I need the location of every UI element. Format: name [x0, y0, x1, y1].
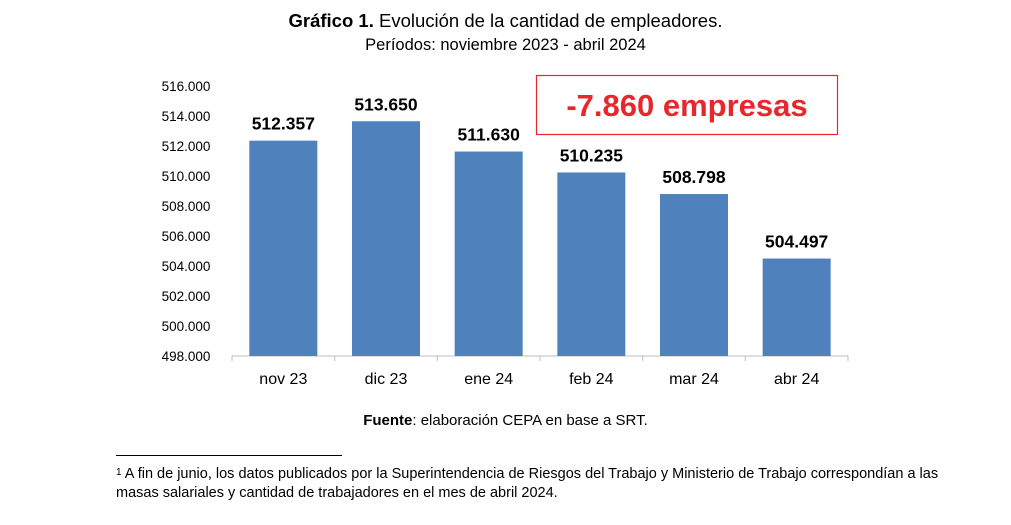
y-tick-label: 500.000 [162, 319, 211, 334]
x-category-label: nov 23 [259, 371, 307, 388]
bar-value-label: 504.497 [765, 232, 828, 252]
x-category-label: feb 24 [569, 371, 614, 388]
footnote-marker: 1 [116, 467, 122, 478]
y-tick-label: 510.000 [162, 169, 211, 184]
source-text: : elaboración CEPA en base a SRT. [412, 412, 648, 429]
x-category-label: dic 23 [365, 371, 408, 388]
bar [352, 121, 420, 356]
bar-value-label: 512.357 [252, 114, 315, 134]
bar [454, 151, 523, 356]
y-tick-label: 504.000 [162, 259, 211, 274]
bar [557, 172, 626, 356]
bar [660, 194, 728, 356]
y-tick-label: 498.000 [162, 349, 211, 364]
bar-value-label: 511.630 [458, 125, 521, 145]
chart-title-text: Evolución de la cantidad de empleadores. [378, 10, 723, 31]
y-tick-label: 512.000 [162, 139, 211, 154]
chart-subtitle: Períodos: noviembre 2023 - abril 2024 [365, 36, 646, 54]
bar-chart: 498.000 500.000 502.000 504.000 506.000 508.0… [162, 74, 849, 388]
y-tick-label: 502.000 [162, 289, 211, 304]
source-label: Fuente [363, 412, 413, 429]
chart-title: Gráfico 1. Evolución de la cantidad de e… [0, 10, 1011, 32]
y-tick-label: 506.000 [162, 229, 211, 244]
chart-title-prefix: Gráfico 1. [288, 10, 374, 31]
source-note: Fuente: elaboración CEPA en base a SRT. [0, 412, 1011, 429]
footnote: 1 A fin de junio, los datos publicados p… [116, 465, 976, 503]
bar-value-label: 510.235 [560, 145, 624, 165]
y-tick-label: 516.000 [162, 79, 211, 94]
annotation-box [535, 74, 839, 136]
bar-value-label: 508.798 [662, 167, 726, 187]
x-category-label: ene 24 [464, 371, 513, 388]
bar-value-label: 513.650 [354, 94, 418, 114]
y-tick-label: 508.000 [162, 199, 211, 214]
bar [249, 140, 318, 356]
x-category-label: abr 24 [774, 371, 819, 388]
annotation-text: -7.860 empresas [566, 88, 807, 123]
footnote-divider [116, 455, 342, 456]
y-tick-label: 514.000 [162, 109, 211, 124]
footnote-text: A fin de junio, los datos publicados por… [116, 466, 939, 501]
bar [762, 258, 831, 356]
x-category-label: mar 24 [669, 371, 719, 388]
